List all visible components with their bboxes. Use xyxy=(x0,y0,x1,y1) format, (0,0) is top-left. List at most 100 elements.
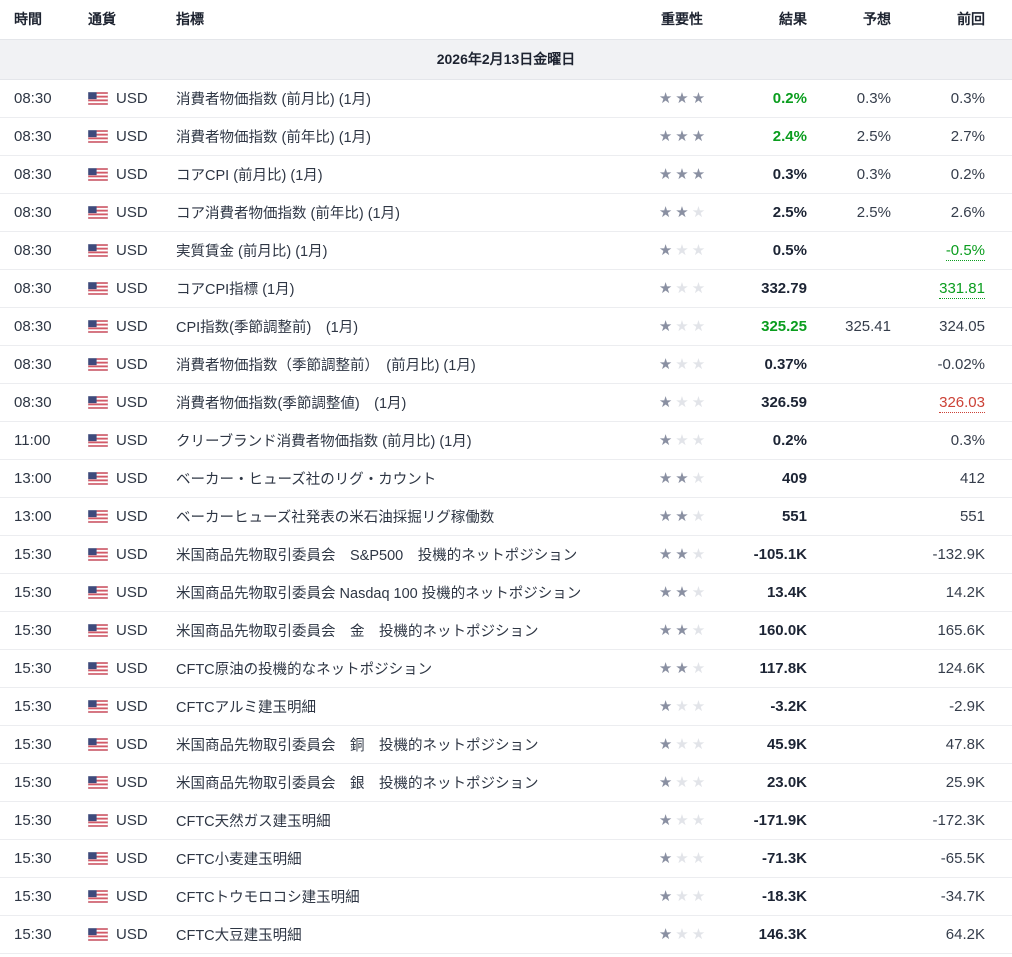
time-label: 15:30 xyxy=(14,887,52,905)
star-icon: ★ xyxy=(675,355,689,373)
date-header-row: 2026年2月13日金曜日 xyxy=(0,39,1012,80)
actual-cell: -18.3K xyxy=(724,877,807,915)
us-flag-icon xyxy=(88,889,108,903)
table-row[interactable]: 13:00 USD ベーカー・ヒューズ社のリグ・カウント ★ ★ ★ 409 412 xyxy=(0,459,1012,497)
us-flag-icon xyxy=(88,737,108,751)
table-row[interactable]: 13:00 USD ベーカーヒューズ社発表の米石油採掘リグ稼働数 ★ ★ ★ 551… xyxy=(0,497,1012,535)
us-flag-icon xyxy=(88,775,108,789)
table-row[interactable]: 08:30 USD コアCPI指標 (1月) ★ ★ ★ 332.79 331.81 xyxy=(0,269,1012,307)
table-row[interactable]: 15:30 USD CFTCトウモロコシ建玉明細 ★ ★ ★ -18.3K -34.… xyxy=(0,877,1012,915)
calendar-body: 2026年2月13日金曜日 08:30 USD 消費者物価指数 (前月比) (1… xyxy=(0,39,1012,953)
time-label: 08:30 xyxy=(14,241,52,259)
table-row[interactable]: 15:30 USD CFTCアルミ建玉明細 ★ ★ ★ -3.2K -2.9K xyxy=(0,687,1012,725)
time-cell: 13:00 xyxy=(0,459,88,497)
star-icon: ★ xyxy=(658,355,673,373)
table-row[interactable]: 08:30 USD コア消費者物価指数 (前年比) (1月) ★ ★ ★ 2.5% … xyxy=(0,193,1012,231)
previous-value[interactable]: 331.81 xyxy=(939,279,985,299)
previous-cell: 412 xyxy=(891,459,1012,497)
previous-value: -34.7K xyxy=(940,887,985,905)
importance-cell: ★ ★ ★ xyxy=(640,801,724,839)
table-row[interactable]: 15:30 USD CFTC天然ガス建玉明細 ★ ★ ★ -171.9K -172.… xyxy=(0,801,1012,839)
currency-cell: USD xyxy=(88,421,176,459)
star-icon: ★ xyxy=(691,203,706,221)
star-icon: ★ xyxy=(675,659,689,677)
table-row[interactable]: 08:30 USD CPI指数(季節調整前) (1月) ★ ★ ★ 325.25 3… xyxy=(0,307,1012,345)
table-row[interactable]: 08:30 USD 実質賃金 (前月比) (1月) ★ ★ ★ 0.5% -0.5% xyxy=(0,231,1012,269)
star-icon: ★ xyxy=(658,127,673,145)
currency-cell: USD xyxy=(88,459,176,497)
time-label: 15:30 xyxy=(14,811,52,829)
actual-value: 160.0K xyxy=(758,621,807,639)
currency-label: USD xyxy=(116,811,148,829)
us-flag-icon xyxy=(88,129,108,143)
currency-label: USD xyxy=(116,507,148,525)
previous-cell: 25.9K xyxy=(891,763,1012,801)
table-row[interactable]: 15:30 USD CFTC大豆建玉明細 ★ ★ ★ 146.3K 64.2K xyxy=(0,915,1012,953)
table-row[interactable]: 08:30 USD 消費者物価指数（季節調整前） (前月比) (1月) ★ ★ ★ … xyxy=(0,345,1012,383)
table-row[interactable]: 15:30 USD 米国商品先物取引委員会 S&P500 投機的ネットポジション… xyxy=(0,535,1012,573)
previous-cell: -172.3K xyxy=(891,801,1012,839)
star-icon: ★ xyxy=(691,431,706,449)
us-flag-icon xyxy=(88,91,108,105)
time-label: 15:30 xyxy=(14,773,52,791)
actual-value: 2.4% xyxy=(772,127,807,145)
star-icon: ★ xyxy=(675,89,689,107)
column-header-row: 時間 通貨 指標 重要性 結果 予想 前回 xyxy=(0,0,1012,40)
actual-cell: 45.9K xyxy=(724,725,807,763)
actual-cell: 0.37% xyxy=(724,345,807,383)
table-row[interactable]: 08:30 USD 消費者物価指数 (前月比) (1月) ★ ★ ★ 0.2% 0.… xyxy=(0,79,1012,117)
currency-cell: USD xyxy=(88,497,176,535)
indicator-cell: 米国商品先物取引委員会 銀 投機的ネットポジション xyxy=(176,763,640,801)
table-row[interactable]: 15:30 USD 米国商品先物取引委員会 金 投機的ネットポジション ★ ★ ★ … xyxy=(0,611,1012,649)
importance-stars: ★ ★ ★ xyxy=(659,889,705,904)
table-row[interactable]: 15:30 USD CFTC原油の投機的なネットポジション ★ ★ ★ 117.8K… xyxy=(0,649,1012,687)
previous-value[interactable]: -0.5% xyxy=(945,241,985,261)
time-cell: 08:30 xyxy=(0,269,88,307)
time-label: 15:30 xyxy=(14,545,52,563)
table-row[interactable]: 08:30 USD 消費者物価指数(季節調整値) (1月) ★ ★ ★ 326.59… xyxy=(0,383,1012,421)
us-flag-icon xyxy=(88,243,108,257)
actual-value: -18.3K xyxy=(761,887,807,905)
currency-label: USD xyxy=(116,279,148,297)
forecast-value: 0.3% xyxy=(856,165,891,183)
table-row[interactable]: 08:30 USD コアCPI (前月比) (1月) ★ ★ ★ 0.3% 0.3%… xyxy=(0,155,1012,193)
actual-value: -3.2K xyxy=(770,697,807,715)
previous-cell: -65.5K xyxy=(891,839,1012,877)
time-cell: 15:30 xyxy=(0,573,88,611)
previous-value: 0.2% xyxy=(950,165,985,183)
time-label: 13:00 xyxy=(14,469,52,487)
us-flag-icon xyxy=(88,547,108,561)
forecast-value: 2.5% xyxy=(856,203,891,221)
column-header-time: 時間 xyxy=(0,0,88,40)
table-row[interactable]: 15:30 USD 米国商品先物取引委員会 銅 投機的ネットポジション ★ ★ ★ … xyxy=(0,725,1012,763)
previous-cell: -2.9K xyxy=(891,687,1012,725)
time-label: 08:30 xyxy=(14,317,52,335)
currency-cell: USD xyxy=(88,307,176,345)
table-row[interactable]: 15:30 USD 米国商品先物取引委員会 Nasdaq 100 投機的ネットポ… xyxy=(0,573,1012,611)
indicator-label: 米国商品先物取引委員会 銅 投機的ネットポジション xyxy=(176,737,539,754)
indicator-label: CFTCアルミ建玉明細 xyxy=(176,699,317,716)
previous-cell: 326.03 xyxy=(891,383,1012,421)
indicator-cell: 米国商品先物取引委員会 銅 投機的ネットポジション xyxy=(176,725,640,763)
time-label: 08:30 xyxy=(14,279,52,297)
us-flag-icon xyxy=(88,357,108,371)
actual-cell: 13.4K xyxy=(724,573,807,611)
importance-cell: ★ ★ ★ xyxy=(640,79,724,117)
table-row[interactable]: 11:00 USD クリーブランド消費者物価指数 (前月比) (1月) ★ ★ ★ … xyxy=(0,421,1012,459)
table-row[interactable]: 08:30 USD 消費者物価指数 (前年比) (1月) ★ ★ ★ 2.4% 2.… xyxy=(0,117,1012,155)
importance-stars: ★ ★ ★ xyxy=(659,357,705,372)
table-row[interactable]: 15:30 USD CFTC小麦建玉明細 ★ ★ ★ -71.3K -65.5K xyxy=(0,839,1012,877)
star-icon: ★ xyxy=(691,887,706,905)
previous-value[interactable]: 326.03 xyxy=(939,393,985,413)
indicator-cell: コア消費者物価指数 (前年比) (1月) xyxy=(176,193,640,231)
actual-value: 0.3% xyxy=(772,165,807,183)
forecast-cell xyxy=(807,459,891,497)
star-icon: ★ xyxy=(675,393,689,411)
table-row[interactable]: 15:30 USD 米国商品先物取引委員会 銀 投機的ネットポジション ★ ★ ★ … xyxy=(0,763,1012,801)
star-icon: ★ xyxy=(658,887,673,905)
time-cell: 15:30 xyxy=(0,725,88,763)
star-icon: ★ xyxy=(675,773,689,791)
us-flag-icon xyxy=(88,471,108,485)
previous-cell: 2.6% xyxy=(891,193,1012,231)
importance-stars: ★ ★ ★ xyxy=(659,623,705,638)
